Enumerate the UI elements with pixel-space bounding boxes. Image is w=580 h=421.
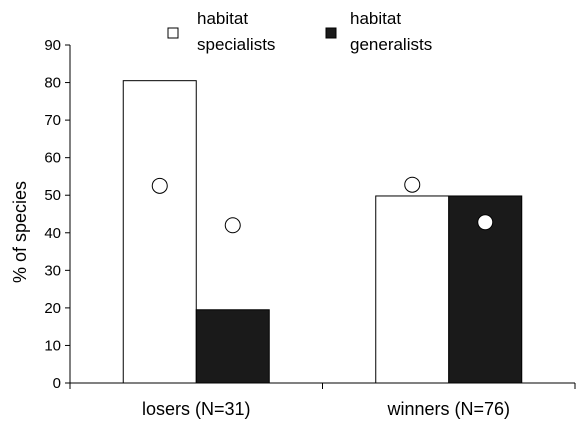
y-tick-label: 60	[44, 150, 61, 167]
bar-generalists	[195, 309, 270, 384]
y-tick-label: 20	[44, 300, 61, 317]
legend-label-generalists-line1: habitat	[350, 9, 401, 28]
x-axis: losers (N=31) winners (N=76)	[69, 382, 576, 419]
legend: habitat specialists habitat generalists	[167, 9, 432, 54]
y-tick-label: 70	[44, 112, 61, 129]
legend-label-generalists-line2: generalists	[350, 35, 432, 54]
y-tick-label: 0	[53, 375, 61, 392]
y-tick-label: 80	[44, 75, 61, 92]
y-tick-label: 10	[44, 337, 61, 354]
y-tick-label: 50	[44, 187, 61, 204]
marker-specialists	[151, 177, 168, 194]
legend-swatch-specialists	[167, 27, 179, 39]
legend-label-specialists-line1: habitat	[197, 9, 248, 28]
x-category-label: losers (N=31)	[142, 399, 251, 419]
y-axis-title: % of species	[10, 181, 30, 283]
markers	[151, 176, 494, 234]
y-tick-label: 30	[44, 262, 61, 279]
y-axis: 0 10 20 30 40 50 60 70 80 90	[44, 37, 71, 392]
marker-generalists	[477, 214, 494, 231]
legend-label-specialists-line2: specialists	[197, 35, 275, 54]
x-category-label: winners (N=76)	[386, 399, 510, 419]
bar-specialists	[375, 195, 450, 384]
bars	[122, 80, 523, 384]
legend-swatch-generalists	[325, 27, 337, 39]
y-tick-label: 90	[44, 37, 61, 54]
y-tick-label: 40	[44, 225, 61, 242]
marker-generalists	[224, 217, 241, 234]
bar-specialists	[122, 80, 197, 384]
marker-specialists	[404, 176, 421, 193]
